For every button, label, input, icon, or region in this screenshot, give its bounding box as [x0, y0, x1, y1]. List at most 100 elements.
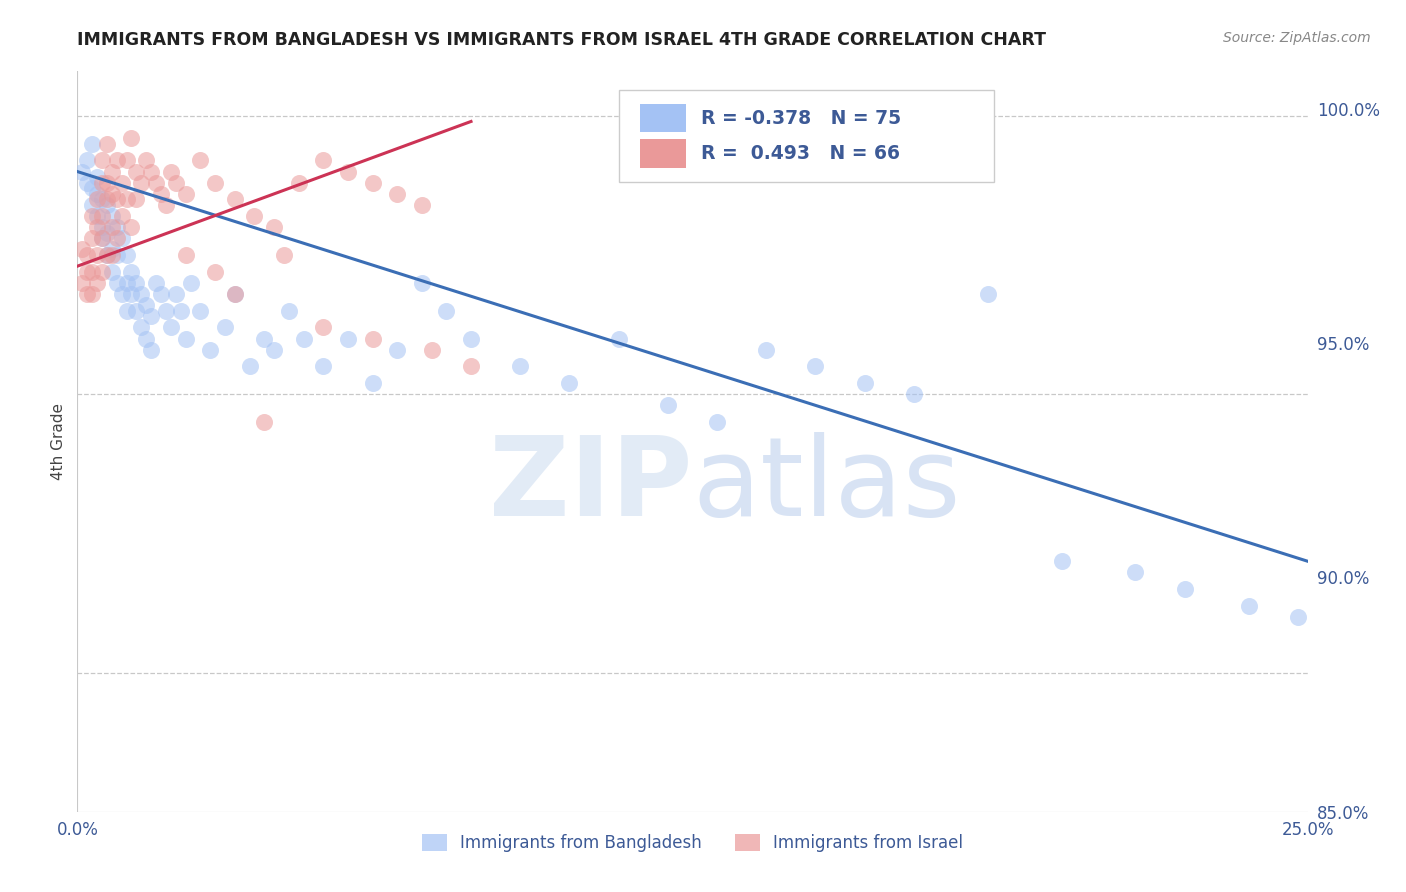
Point	[1125, 566, 1147, 580]
Point	[101, 243, 124, 257]
Point	[977, 287, 1000, 301]
Point	[361, 332, 384, 346]
Point	[170, 303, 193, 318]
Point	[239, 359, 262, 374]
Point	[165, 176, 187, 190]
Point	[180, 276, 202, 290]
Point	[460, 359, 482, 374]
Point	[111, 287, 132, 301]
Y-axis label: 4th Grade: 4th Grade	[51, 403, 66, 480]
Point	[90, 231, 114, 245]
Point	[150, 287, 173, 301]
Point	[657, 398, 679, 412]
Point	[121, 287, 143, 301]
Point	[105, 276, 128, 290]
Point	[115, 153, 138, 168]
Text: ZIP: ZIP	[489, 433, 693, 540]
Point	[804, 359, 827, 374]
Point	[86, 220, 108, 235]
Point	[82, 209, 104, 223]
Point	[70, 164, 93, 178]
Point	[361, 376, 384, 390]
Point	[145, 276, 167, 290]
Point	[129, 320, 153, 334]
Point	[70, 243, 93, 257]
Point	[411, 276, 433, 290]
Point	[86, 209, 108, 223]
Text: R =  0.493   N = 66: R = 0.493 N = 66	[702, 144, 900, 163]
Point	[90, 265, 114, 279]
Point	[96, 198, 118, 212]
Point	[76, 265, 98, 279]
Point	[1237, 599, 1260, 613]
Point	[96, 193, 118, 207]
Point	[607, 332, 630, 346]
Point	[101, 186, 124, 201]
Point	[101, 209, 124, 223]
Point	[135, 153, 157, 168]
Point	[90, 193, 114, 207]
Point	[361, 176, 384, 190]
Point	[214, 320, 236, 334]
FancyBboxPatch shape	[619, 90, 994, 183]
Point	[1050, 554, 1073, 568]
Point	[90, 220, 114, 235]
Point	[121, 220, 143, 235]
Point	[174, 248, 197, 262]
FancyBboxPatch shape	[640, 139, 686, 168]
Point	[82, 265, 104, 279]
Point	[111, 209, 132, 223]
Point	[125, 303, 148, 318]
Point	[101, 220, 124, 235]
Point	[253, 332, 276, 346]
Point	[224, 287, 246, 301]
Point	[224, 287, 246, 301]
Point	[115, 248, 138, 262]
Point	[129, 176, 153, 190]
Point	[135, 332, 157, 346]
Point	[135, 298, 157, 312]
Point	[115, 303, 138, 318]
Point	[86, 193, 108, 207]
Point	[312, 320, 335, 334]
Point	[1286, 610, 1309, 624]
Point	[385, 343, 409, 357]
Point	[903, 387, 925, 401]
Point	[125, 193, 148, 207]
Point	[204, 265, 226, 279]
Point	[706, 415, 728, 429]
Point	[125, 164, 148, 178]
Point	[411, 198, 433, 212]
Text: Source: ZipAtlas.com: Source: ZipAtlas.com	[1223, 31, 1371, 45]
FancyBboxPatch shape	[640, 104, 686, 132]
Point	[188, 303, 212, 318]
Point	[86, 276, 108, 290]
Point	[204, 176, 226, 190]
Point	[90, 176, 114, 190]
Point	[337, 164, 360, 178]
Point	[141, 343, 163, 357]
Point	[253, 415, 276, 429]
Point	[1174, 582, 1197, 596]
Point	[460, 332, 482, 346]
Point	[86, 170, 108, 185]
Point	[155, 303, 177, 318]
Point	[86, 248, 108, 262]
Point	[160, 164, 183, 178]
Point	[111, 176, 132, 190]
Point	[292, 332, 315, 346]
Point	[82, 231, 104, 245]
Point	[70, 276, 93, 290]
Point	[558, 376, 581, 390]
Point	[165, 287, 187, 301]
Point	[96, 248, 118, 262]
Point	[76, 287, 98, 301]
Point	[82, 136, 104, 151]
Point	[82, 181, 104, 195]
Point	[96, 226, 118, 240]
Point	[105, 153, 128, 168]
Text: atlas: atlas	[693, 433, 960, 540]
Point	[337, 332, 360, 346]
Point	[174, 186, 197, 201]
Point	[105, 193, 128, 207]
